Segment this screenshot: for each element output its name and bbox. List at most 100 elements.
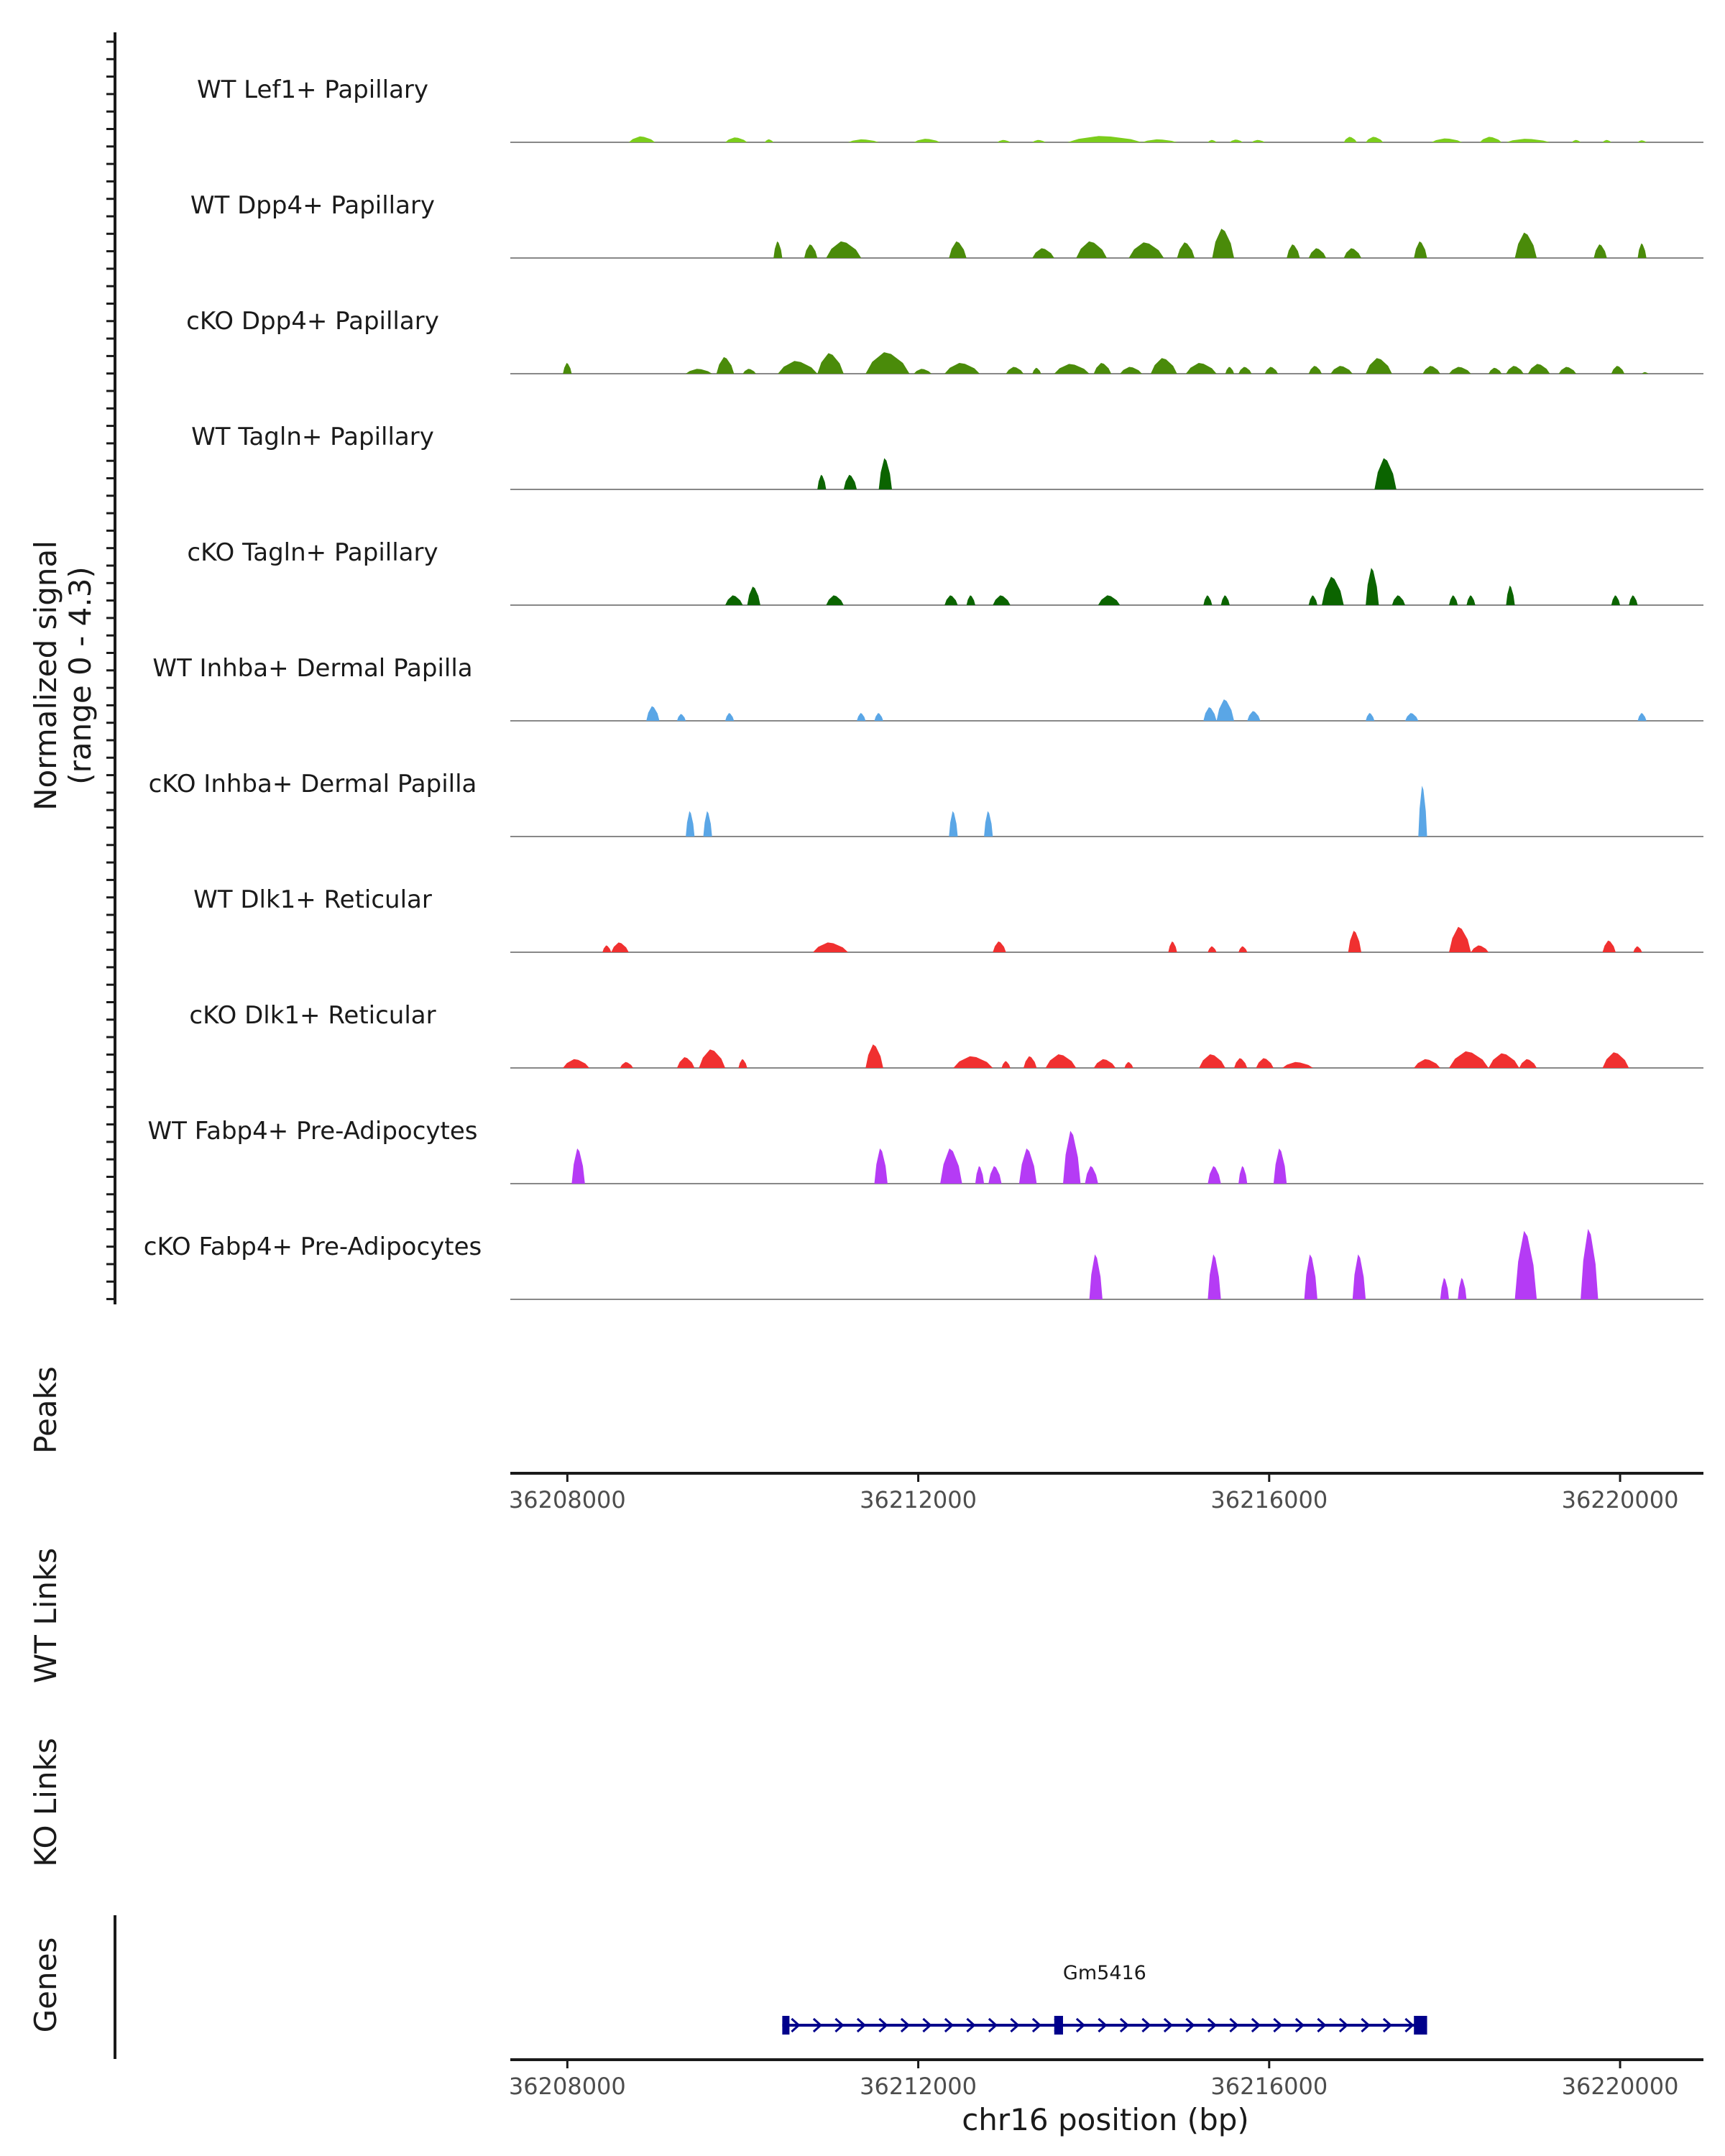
signal-peak-0 <box>817 474 827 489</box>
signal-peak-7 <box>1001 1061 1011 1068</box>
signal-peak-17 <box>1449 1051 1489 1068</box>
coverage-y-axis-title: Normalized signal <box>28 540 63 811</box>
signal-peak-2 <box>940 1148 962 1184</box>
signal-peak-7 <box>1348 931 1361 952</box>
signal-peak-2 <box>1304 1254 1317 1299</box>
signal-peak-0 <box>563 1059 589 1068</box>
strand-arrow-icon-16 <box>1141 2017 1151 2033</box>
signal-peak-13 <box>1120 367 1142 374</box>
signal-peak-5 <box>1458 1278 1467 1299</box>
signal-peak-4 <box>1168 941 1177 952</box>
signal-peak-23 <box>1449 367 1471 374</box>
signal-peak-6 <box>865 352 910 374</box>
signal-peak-5 <box>1076 241 1107 258</box>
ko-links-panel-label: KO Links <box>28 1738 63 1867</box>
signal-peak-3 <box>857 713 866 721</box>
signal-peak-10 <box>1273 1148 1287 1184</box>
signal-peak-2 <box>725 713 735 721</box>
signal-peak-1 <box>686 369 712 374</box>
signal-peak-18 <box>1264 367 1278 374</box>
signal-peak-13 <box>1449 595 1458 605</box>
track-9: WT Fabp4+ Pre-Adipocytes <box>148 1117 1703 1184</box>
signal-peak-14 <box>1466 595 1476 605</box>
signal-peak-13 <box>1514 232 1537 258</box>
signal-peak-9 <box>1238 1166 1248 1184</box>
signal-peak-2 <box>716 356 735 374</box>
signal-peak-9 <box>1287 244 1300 258</box>
signal-peak-2 <box>878 458 892 489</box>
signal-peak-7 <box>914 369 932 374</box>
track-1: WT Dpp4+ Papillary <box>190 191 1703 259</box>
signal-peak-2 <box>676 1057 695 1068</box>
signal-peak-14 <box>1431 138 1463 142</box>
signal-peak-12 <box>1199 1054 1225 1068</box>
strand-arrow-icon-20 <box>1229 2017 1239 2033</box>
signal-peak-13 <box>1366 137 1384 142</box>
track-8: cKO Dlk1+ Reticular <box>189 1001 1703 1069</box>
genes-x-ticks: 36208000 36212000 36216000 36220000 <box>509 2060 1678 2100</box>
strand-arrow-icon-2 <box>834 2017 845 2033</box>
signal-peak-15 <box>1282 1061 1313 1068</box>
signal-peak-1 <box>747 586 760 605</box>
signal-peak-15 <box>1479 137 1502 142</box>
signal-peak-14 <box>1151 358 1177 374</box>
strand-arrow-icon-4 <box>878 2017 888 2033</box>
signal-peak-19 <box>1308 366 1322 374</box>
signal-peak-15 <box>1506 585 1515 605</box>
signal-peak-3 <box>699 1049 725 1068</box>
signal-peak-0 <box>773 241 783 258</box>
signal-peak-1 <box>804 244 818 258</box>
strand-arrow-icon-10 <box>1010 2017 1020 2033</box>
signal-peak-4 <box>1440 1278 1449 1299</box>
signal-peak-10 <box>1308 248 1327 258</box>
signal-peak-6 <box>1238 946 1248 952</box>
signal-peak-28 <box>1611 366 1625 374</box>
signal-peak-1 <box>725 137 748 142</box>
signal-peak-9 <box>1308 595 1317 605</box>
genes-x-tick-label-0: 36208000 <box>509 2073 626 2100</box>
signal-peak-9 <box>1208 139 1217 142</box>
signal-peak-12 <box>1093 363 1112 374</box>
track-6: cKO Inhba+ Dermal Papilla <box>149 770 1703 837</box>
track-label: WT Dlk1+ Reticular <box>193 885 432 914</box>
gene-exon-0 <box>782 2016 790 2035</box>
signal-peak-6 <box>1098 595 1121 605</box>
signal-peak-5 <box>865 1044 883 1068</box>
track-0: WT Lef1+ Papillary <box>197 75 1703 143</box>
coverage-y-axis-range: (range 0 - 4.3) <box>63 566 98 785</box>
signal-peak-10 <box>1032 367 1041 374</box>
signal-peak-0 <box>571 1148 585 1184</box>
signal-peak-8 <box>1366 713 1375 721</box>
signal-peak-3 <box>1374 458 1397 489</box>
signal-peak-2 <box>826 241 862 258</box>
signal-peak-0 <box>646 706 660 721</box>
signal-peak-5 <box>1203 707 1217 721</box>
strand-arrow-icon-17 <box>1163 2017 1174 2033</box>
signal-peak-10 <box>1602 940 1616 952</box>
peaks-x-tick-label-1: 36212000 <box>860 1486 977 1514</box>
track-label: cKO Inhba+ Dermal Papilla <box>149 770 477 798</box>
signal-peak-4 <box>914 139 941 142</box>
strand-arrow-icon-6 <box>922 2017 932 2033</box>
signal-peak-3 <box>1352 1254 1366 1299</box>
wt-links-panel-label: WT Links <box>28 1548 63 1683</box>
signal-peak-8 <box>1024 1056 1037 1068</box>
track-label: WT Tagln+ Papillary <box>191 423 434 451</box>
signal-peak-10 <box>1322 576 1344 605</box>
strand-arrow-icon-3 <box>856 2017 867 2033</box>
strand-arrow-icon-13 <box>1075 2017 1086 2033</box>
signal-peak-17 <box>1629 595 1638 605</box>
track-label: cKO Fabp4+ Pre-Adipocytes <box>144 1233 482 1261</box>
signal-peak-4 <box>738 1059 748 1068</box>
gene-track <box>782 2016 1427 2035</box>
peaks-x-ticks: 36208000 36212000 36216000 36220000 <box>509 1473 1678 1514</box>
signal-peak-5 <box>817 353 844 374</box>
strand-arrow-icon-18 <box>1185 2017 1195 2033</box>
signal-peak-3 <box>944 595 958 605</box>
signal-peak-7 <box>1085 1166 1098 1184</box>
signal-peak-1 <box>611 942 629 952</box>
signal-peak-1 <box>843 474 857 489</box>
strand-arrow-icon-14 <box>1098 2017 1108 2033</box>
signal-peak-16 <box>1611 595 1620 605</box>
